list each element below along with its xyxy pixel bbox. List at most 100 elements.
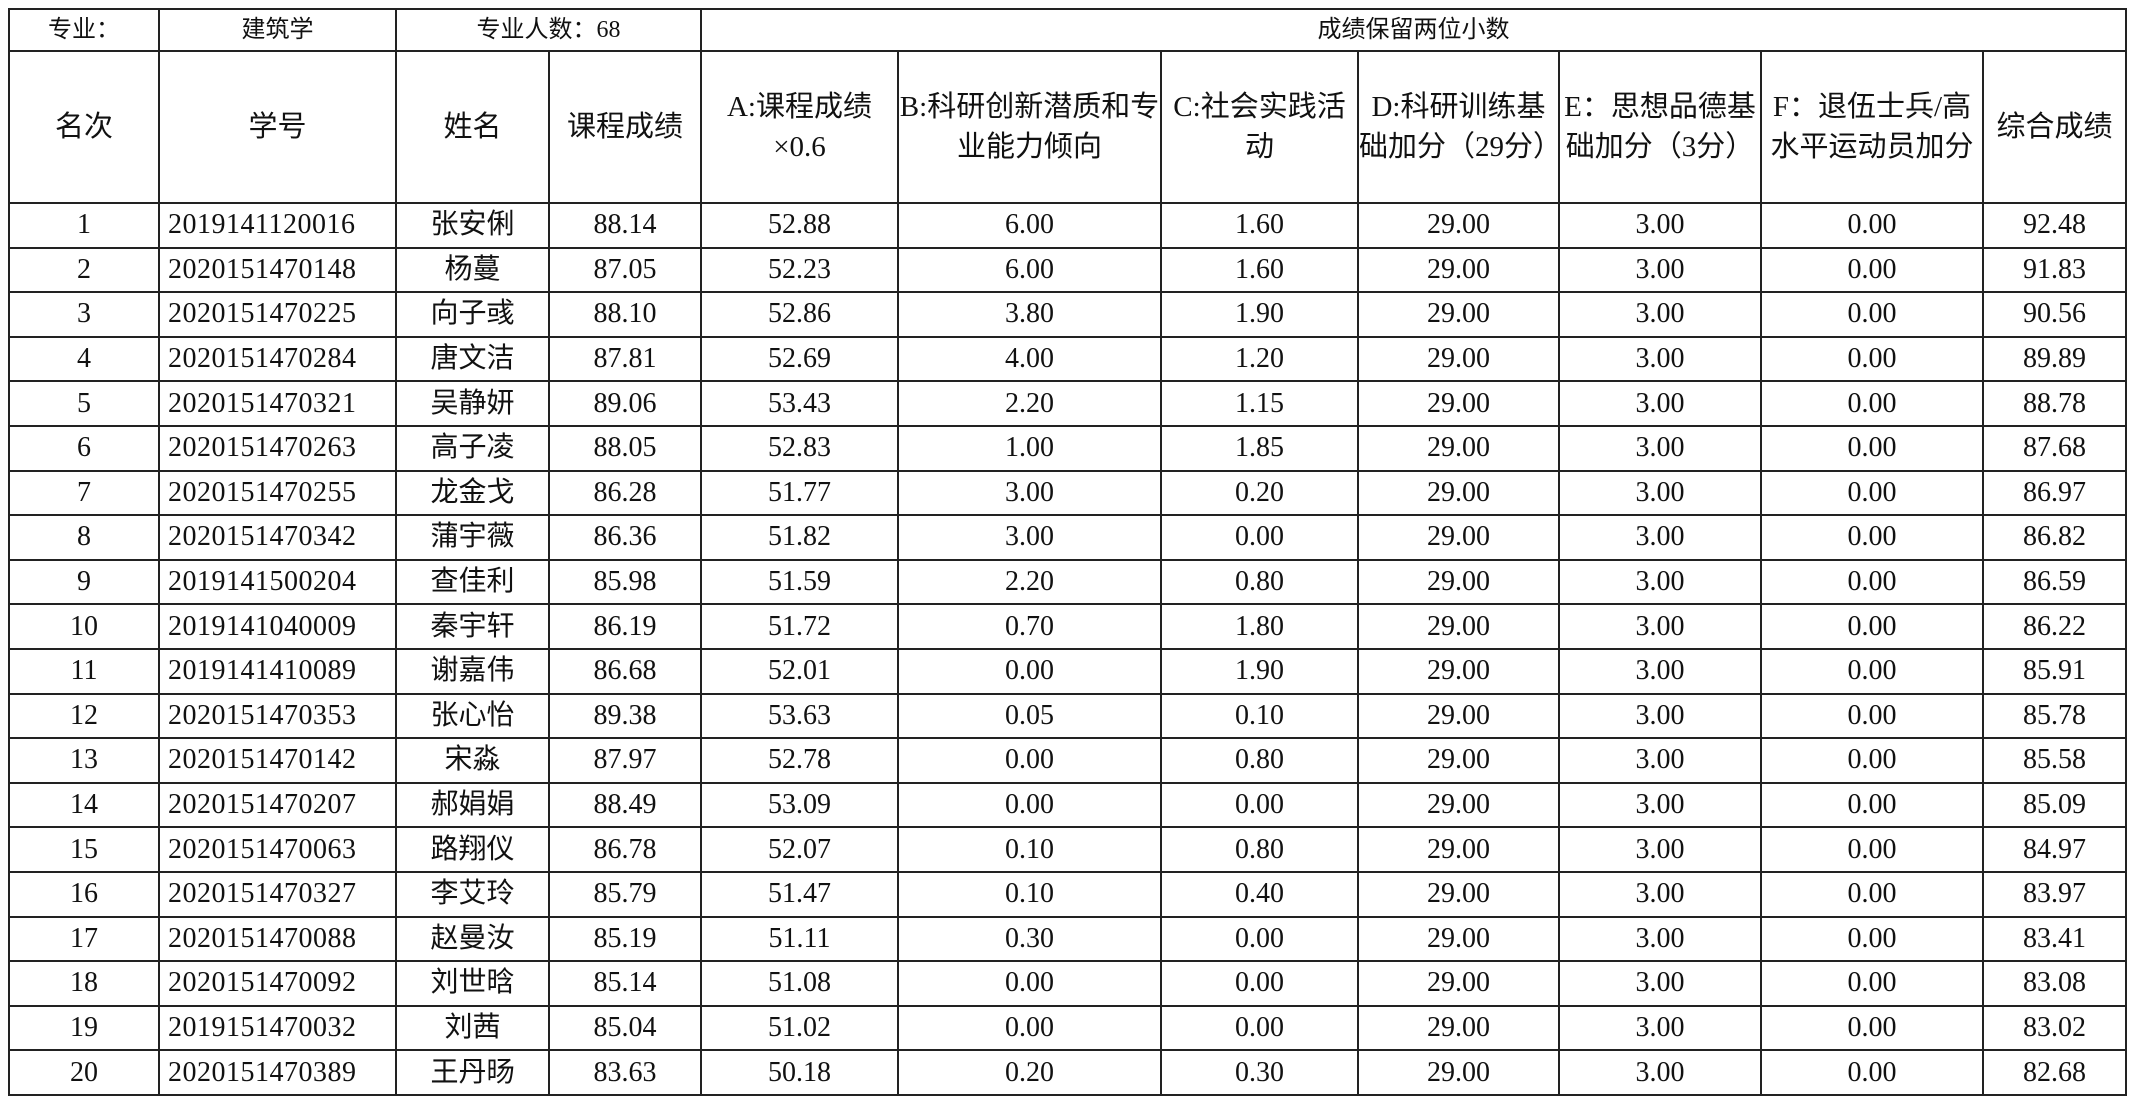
cell-total-score[interactable]: 86.97	[1982, 469, 2127, 517]
cell-course-score[interactable]: 85.14	[548, 960, 702, 1007]
cell-a-weighted-score[interactable]: 52.83	[700, 424, 899, 472]
cell-a-weighted-score[interactable]: 51.72	[700, 603, 899, 650]
cell-rank[interactable]: 20	[8, 1049, 160, 1096]
cell-f-veteran-athlete-bonus[interactable]: 0.00	[1760, 335, 1984, 383]
cell-d-research-training[interactable]: 29.00	[1357, 558, 1560, 606]
cell-a-weighted-score[interactable]: 51.08	[700, 960, 899, 1007]
cell-name[interactable]: 查佳利	[395, 558, 550, 606]
cell-f-veteran-athlete-bonus[interactable]: 0.00	[1760, 915, 1984, 963]
cell-name[interactable]: 李艾玲	[395, 870, 550, 918]
cell-total-score[interactable]: 86.59	[1982, 558, 2127, 606]
cell-f-veteran-athlete-bonus[interactable]: 0.00	[1760, 380, 1984, 427]
cell-d-research-training[interactable]: 29.00	[1357, 335, 1560, 383]
cell-b-research-potential[interactable]: 0.00	[897, 1004, 1162, 1052]
cell-rank[interactable]: 15	[8, 826, 160, 873]
cell-student-id[interactable]: 2020151470225	[158, 291, 397, 338]
cell-f-veteran-athlete-bonus[interactable]: 0.00	[1760, 291, 1984, 338]
cell-f-veteran-athlete-bonus[interactable]: 0.00	[1760, 514, 1984, 561]
cell-name[interactable]: 杨蔓	[395, 246, 550, 294]
cell-rank[interactable]: 18	[8, 960, 160, 1007]
cell-rank[interactable]: 12	[8, 692, 160, 740]
cell-total-score[interactable]: 86.22	[1982, 603, 2127, 650]
cell-rank[interactable]: 8	[8, 514, 160, 561]
cell-b-research-potential[interactable]: 0.10	[897, 826, 1162, 873]
cell-total-score[interactable]: 86.82	[1982, 514, 2127, 561]
cell-e-moral-bonus[interactable]: 3.00	[1558, 960, 1762, 1007]
cell-d-research-training[interactable]: 29.00	[1357, 781, 1560, 829]
cell-course-score[interactable]: 85.98	[548, 558, 702, 606]
cell-b-research-potential[interactable]: 0.10	[897, 870, 1162, 918]
cell-course-score[interactable]: 87.05	[548, 246, 702, 294]
cell-total-score[interactable]: 87.68	[1982, 424, 2127, 472]
cell-total-score[interactable]: 83.08	[1982, 960, 2127, 1007]
cell-name[interactable]: 赵曼汝	[395, 915, 550, 963]
cell-d-research-training[interactable]: 29.00	[1357, 380, 1560, 427]
cell-f-veteran-athlete-bonus[interactable]: 0.00	[1760, 558, 1984, 606]
cell-d-research-training[interactable]: 29.00	[1357, 424, 1560, 472]
cell-c-social-practice[interactable]: 1.90	[1160, 647, 1359, 695]
cell-name[interactable]: 唐文洁	[395, 335, 550, 383]
cell-e-moral-bonus[interactable]: 3.00	[1558, 647, 1762, 695]
cell-rank[interactable]: 1	[8, 202, 160, 249]
cell-e-moral-bonus[interactable]: 3.00	[1558, 1004, 1762, 1052]
cell-d-research-training[interactable]: 29.00	[1357, 826, 1560, 873]
cell-c-social-practice[interactable]: 0.80	[1160, 558, 1359, 606]
cell-d-research-training[interactable]: 29.00	[1357, 737, 1560, 784]
cell-f-veteran-athlete-bonus[interactable]: 0.00	[1760, 647, 1984, 695]
cell-name[interactable]: 张心怡	[395, 692, 550, 740]
cell-student-id[interactable]: 2020151470142	[158, 737, 397, 784]
cell-d-research-training[interactable]: 29.00	[1357, 514, 1560, 561]
cell-e-moral-bonus[interactable]: 3.00	[1558, 380, 1762, 427]
cell-student-id[interactable]: 2019151470032	[158, 1004, 397, 1052]
cell-c-social-practice[interactable]: 0.10	[1160, 692, 1359, 740]
cell-f-veteran-athlete-bonus[interactable]: 0.00	[1760, 603, 1984, 650]
cell-b-research-potential[interactable]: 0.00	[897, 737, 1162, 784]
cell-a-weighted-score[interactable]: 52.86	[700, 291, 899, 338]
cell-student-id[interactable]: 2020151470284	[158, 335, 397, 383]
cell-student-id[interactable]: 2020151470327	[158, 870, 397, 918]
cell-course-score[interactable]: 83.63	[548, 1049, 702, 1096]
cell-course-score[interactable]: 88.10	[548, 291, 702, 338]
cell-c-social-practice[interactable]: 0.00	[1160, 514, 1359, 561]
cell-student-id[interactable]: 2020151470063	[158, 826, 397, 873]
cell-total-score[interactable]: 85.78	[1982, 692, 2127, 740]
cell-a-weighted-score[interactable]: 51.47	[700, 870, 899, 918]
cell-e-moral-bonus[interactable]: 3.00	[1558, 514, 1762, 561]
cell-rank[interactable]: 17	[8, 915, 160, 963]
cell-a-weighted-score[interactable]: 52.69	[700, 335, 899, 383]
cell-name[interactable]: 王丹旸	[395, 1049, 550, 1096]
cell-rank[interactable]: 14	[8, 781, 160, 829]
cell-course-score[interactable]: 88.05	[548, 424, 702, 472]
cell-b-research-potential[interactable]: 3.00	[897, 514, 1162, 561]
cell-e-moral-bonus[interactable]: 3.00	[1558, 291, 1762, 338]
cell-student-id[interactable]: 2019141410089	[158, 647, 397, 695]
cell-total-score[interactable]: 90.56	[1982, 291, 2127, 338]
cell-e-moral-bonus[interactable]: 3.00	[1558, 246, 1762, 294]
cell-c-social-practice[interactable]: 1.80	[1160, 603, 1359, 650]
cell-f-veteran-athlete-bonus[interactable]: 0.00	[1760, 1049, 1984, 1096]
cell-f-veteran-athlete-bonus[interactable]: 0.00	[1760, 692, 1984, 740]
cell-student-id[interactable]: 2020151470088	[158, 915, 397, 963]
cell-c-social-practice[interactable]: 1.85	[1160, 424, 1359, 472]
cell-d-research-training[interactable]: 29.00	[1357, 692, 1560, 740]
cell-b-research-potential[interactable]: 6.00	[897, 246, 1162, 294]
cell-e-moral-bonus[interactable]: 3.00	[1558, 202, 1762, 249]
cell-total-score[interactable]: 83.97	[1982, 870, 2127, 918]
cell-d-research-training[interactable]: 29.00	[1357, 469, 1560, 517]
cell-total-score[interactable]: 85.09	[1982, 781, 2127, 829]
cell-f-veteran-athlete-bonus[interactable]: 0.00	[1760, 960, 1984, 1007]
cell-e-moral-bonus[interactable]: 3.00	[1558, 558, 1762, 606]
cell-c-social-practice[interactable]: 1.20	[1160, 335, 1359, 383]
cell-e-moral-bonus[interactable]: 3.00	[1558, 335, 1762, 383]
cell-course-score[interactable]: 85.04	[548, 1004, 702, 1052]
cell-total-score[interactable]: 83.02	[1982, 1004, 2127, 1052]
cell-course-score[interactable]: 86.68	[548, 647, 702, 695]
cell-a-weighted-score[interactable]: 51.77	[700, 469, 899, 517]
cell-c-social-practice[interactable]: 0.30	[1160, 1049, 1359, 1096]
cell-a-weighted-score[interactable]: 51.11	[700, 915, 899, 963]
cell-d-research-training[interactable]: 29.00	[1357, 1004, 1560, 1052]
cell-c-social-practice[interactable]: 0.80	[1160, 826, 1359, 873]
cell-student-id[interactable]: 2020151470353	[158, 692, 397, 740]
cell-d-research-training[interactable]: 29.00	[1357, 915, 1560, 963]
cell-student-id[interactable]: 2019141040009	[158, 603, 397, 650]
